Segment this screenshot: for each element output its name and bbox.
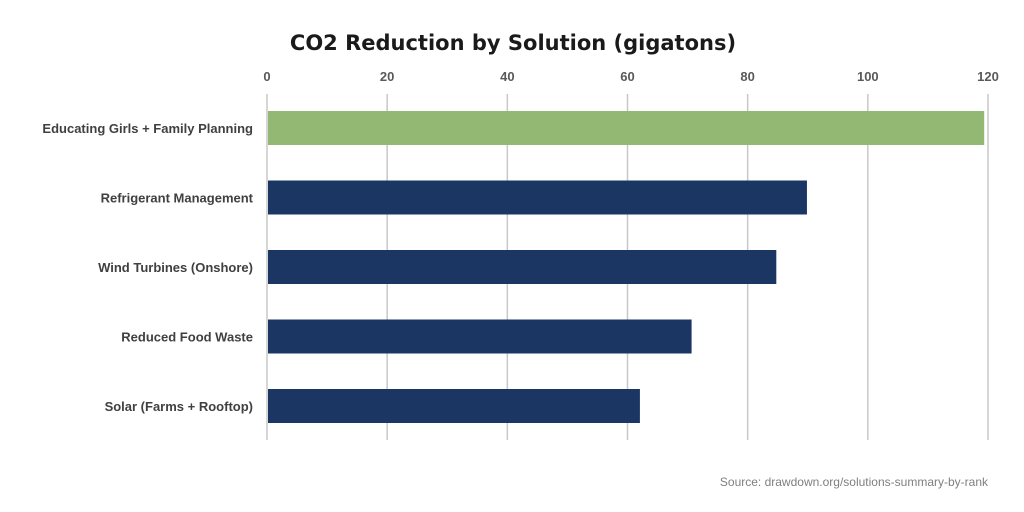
- category-labels: Educating Girls + Family Planning Refrige…: [42, 121, 253, 414]
- category-label-4: Solar (Farms + Rooftop): [105, 399, 253, 414]
- source-note: Source: drawdown.org/solutions-summary-b…: [720, 475, 989, 489]
- bars: [268, 111, 985, 423]
- bar-2: [268, 250, 777, 284]
- chart-title: CO2 Reduction by Solution (gigatons): [290, 31, 736, 55]
- category-label-2: Wind Turbines (Onshore): [98, 260, 253, 275]
- x-tick-label-80: 80: [740, 69, 754, 84]
- category-label-3: Reduced Food Waste: [121, 330, 253, 345]
- x-tick-label-100: 100: [857, 69, 879, 84]
- x-tick-label-120: 120: [977, 69, 999, 84]
- bar-3: [268, 319, 692, 354]
- x-tick-label-20: 20: [380, 69, 394, 84]
- x-axis-ticks: 0 20 40 60 80 100 120: [263, 69, 998, 84]
- x-tick-label-60: 60: [620, 69, 634, 84]
- category-label-1: Refrigerant Management: [101, 191, 254, 206]
- x-tick-label-0: 0: [263, 69, 270, 84]
- x-tick-label-40: 40: [500, 69, 514, 84]
- bar-4: [268, 389, 640, 423]
- bar-0: [268, 111, 985, 145]
- category-label-0: Educating Girls + Family Planning: [42, 121, 253, 136]
- bar-1: [268, 180, 807, 215]
